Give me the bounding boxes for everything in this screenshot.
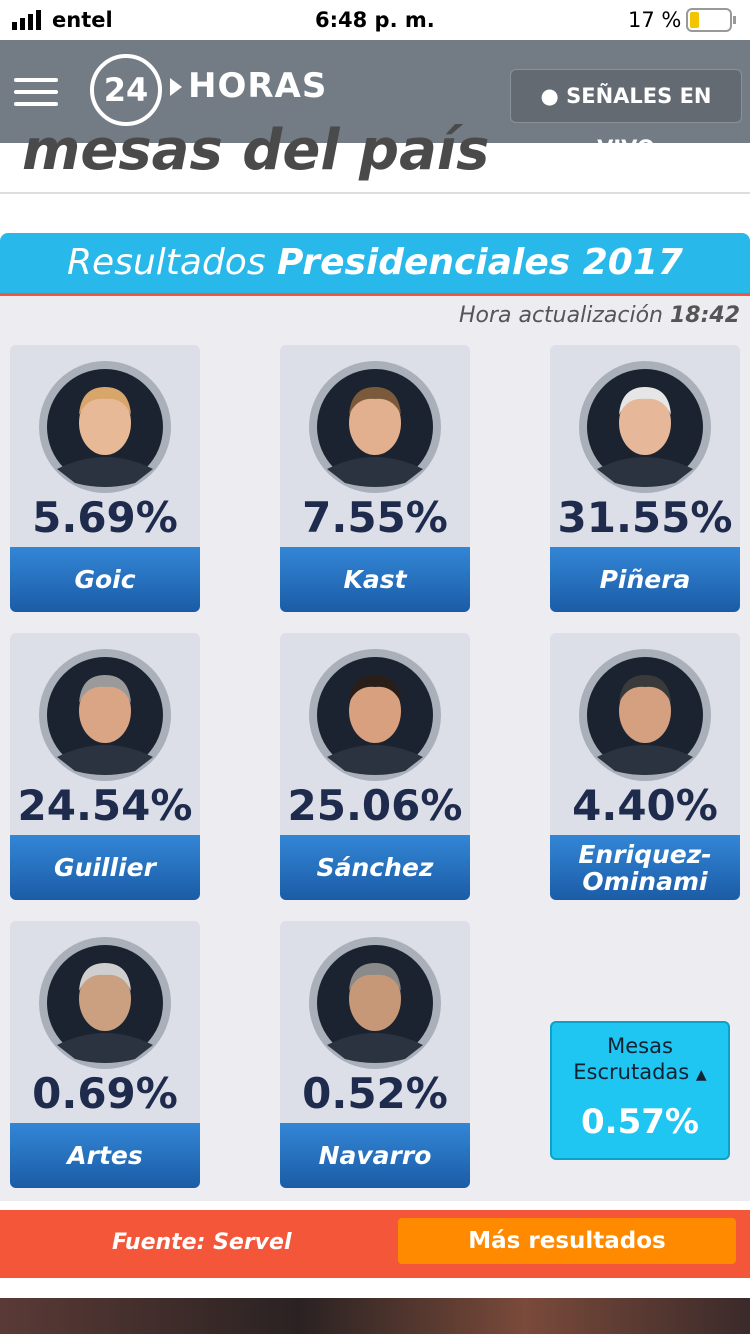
battery-icon (686, 8, 736, 32)
avatar (39, 649, 171, 781)
candidate-name: Sánchez (280, 835, 470, 900)
candidate-percent: 31.55% (557, 493, 733, 542)
avatar (309, 649, 441, 781)
avatar (579, 649, 711, 781)
candidate-name: Goic (10, 547, 200, 612)
status-bar: entel 6:48 p. m. 17 % (0, 0, 750, 40)
avatar (309, 361, 441, 493)
avatar (39, 937, 171, 1069)
carrier: entel (52, 8, 113, 32)
title-regular: Resultados (67, 242, 266, 283)
candidate-name: Kast (280, 547, 470, 612)
candidate-percent: 0.52% (302, 1069, 448, 1118)
candidate-card[interactable]: 0.69% Artes (10, 921, 200, 1188)
candidate-percent: 4.40% (572, 781, 718, 830)
candidate-name: Artes (10, 1123, 200, 1188)
logo-text: HORAS (188, 66, 328, 106)
avatar (579, 361, 711, 493)
candidate-card[interactable]: 7.55% Kast (280, 345, 470, 612)
mesas-label-text: Mesas Escrutadas (573, 1034, 690, 1084)
logo-arrow (170, 78, 182, 96)
live-button[interactable]: ● SEÑALES EN VIVO (510, 69, 742, 160)
article-heading: mesas del país (22, 118, 490, 183)
candidate-card[interactable]: 25.06% Sánchez (280, 633, 470, 900)
menu-icon-bar (14, 90, 58, 94)
candidate-name: Enriquez-Ominami (550, 835, 740, 900)
avatar (39, 361, 171, 493)
candidate-card[interactable]: 4.40% Enriquez-Ominami (550, 633, 740, 900)
menu-icon-bar (14, 102, 58, 106)
results-title: Resultados Presidenciales 2017 (0, 233, 750, 296)
avatar (309, 937, 441, 1069)
live-button-label: SEÑALES EN VIVO (566, 84, 712, 160)
app-header: 24 HORAS ● SEÑALES EN VIVO (0, 40, 750, 160)
mesas-box[interactable]: Mesas Escrutadas ▲ 0.57% (550, 1021, 730, 1160)
update-value: 18:42 (669, 303, 740, 328)
mesas-value: 0.57% (581, 1102, 699, 1142)
candidate-card[interactable]: 5.69% Goic (10, 345, 200, 612)
candidate-percent: 25.06% (287, 781, 463, 830)
divider (0, 192, 750, 194)
menu-icon[interactable] (14, 78, 58, 82)
candidate-percent: 24.54% (17, 781, 193, 830)
update-time: Hora actualización 18:42 (459, 303, 740, 328)
candidate-name: Piñera (550, 547, 740, 612)
logo-number[interactable]: 24 (90, 54, 162, 126)
more-results-button[interactable]: Más resultados (398, 1218, 736, 1264)
candidate-name: Guillier (10, 835, 200, 900)
battery-percent: 17 % (628, 8, 682, 32)
candidate-percent: 5.69% (32, 493, 178, 542)
source: Fuente: Servel (112, 1230, 292, 1255)
mesas-label: Mesas Escrutadas ▲ (573, 1034, 707, 1084)
update-label: Hora actualización (458, 303, 663, 328)
candidate-name: Navarro (280, 1123, 470, 1188)
candidate-percent: 0.69% (32, 1069, 178, 1118)
clock: 6:48 p. m. (315, 8, 435, 32)
candidate-card[interactable]: 0.52% Navarro (280, 921, 470, 1188)
candidate-card[interactable]: 31.55% Piñera (550, 345, 740, 612)
signal-icon (12, 10, 41, 30)
image-strip (0, 1298, 750, 1334)
candidate-percent: 7.55% (302, 493, 448, 542)
candidate-card[interactable]: 24.54% Guillier (10, 633, 200, 900)
title-bold: Presidenciales 2017 (277, 242, 683, 283)
